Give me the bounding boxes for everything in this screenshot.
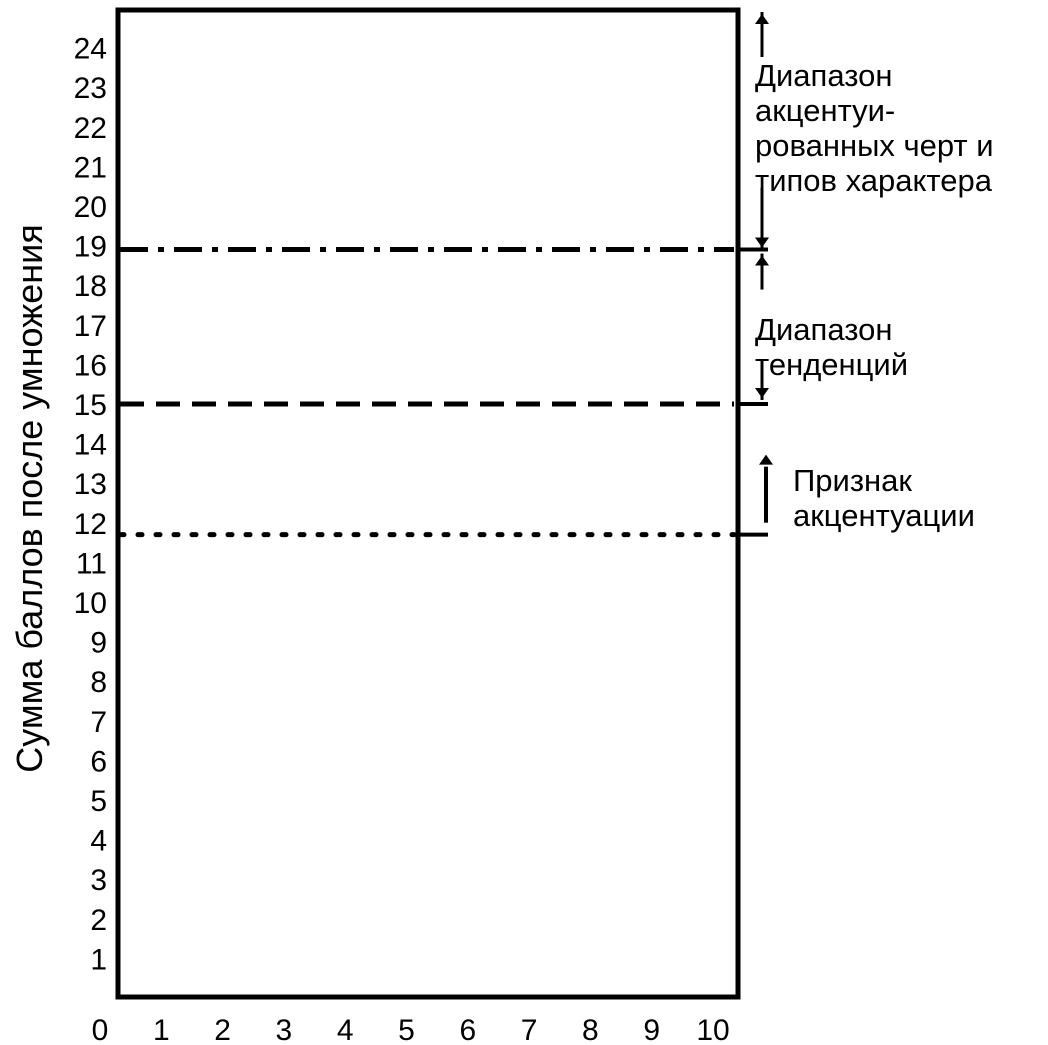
y-tick-label: 1 <box>90 943 107 976</box>
x-tick-label: 9 <box>643 1014 660 1045</box>
accent-range-label-line: акцентуи- <box>755 93 895 128</box>
x-tick-label: 1 <box>153 1014 170 1045</box>
x-tick-label: 0 <box>92 1014 109 1045</box>
y-tick-label: 23 <box>74 72 107 105</box>
range-annotations: Диапазон акцентуи-рованных черт и типов ха… <box>755 58 994 533</box>
x-tick-label: 10 <box>696 1014 729 1045</box>
accent-sign-label-line: акцентуации <box>793 498 975 533</box>
y-tick-label: 20 <box>74 191 107 224</box>
range-brackets <box>755 12 773 523</box>
y-axis-label-group: Сумма баллов после умножения <box>9 224 50 772</box>
y-tick-label: 11 <box>76 547 107 580</box>
accent-range-label-line: рованных черт и <box>755 128 994 163</box>
plot-frame <box>115 7 741 1000</box>
y-tick-label: 15 <box>74 389 107 422</box>
y-tick-label: 21 <box>74 151 107 184</box>
y-tick-label: 2 <box>90 904 107 937</box>
x-tick-label: 3 <box>276 1014 293 1045</box>
y-tick-label: 8 <box>90 666 107 699</box>
y-tick-label: 22 <box>74 112 107 145</box>
y-tick-label: 12 <box>74 508 107 541</box>
y-tick-label: 18 <box>74 270 107 303</box>
arrow-up-icon <box>755 255 769 266</box>
arrow-up-icon <box>759 454 773 465</box>
y-tick-label: 16 <box>74 349 107 382</box>
y-tick-label: 4 <box>90 825 107 858</box>
tendency-range-label-line: Диапазон <box>755 312 892 347</box>
arrow-up-icon <box>755 14 769 24</box>
accent-range-label-line: Диапазон <box>755 58 892 93</box>
y-tick-label: 5 <box>90 785 107 818</box>
y-tick-label: 14 <box>74 429 107 462</box>
x-tick-label: 2 <box>214 1014 231 1045</box>
arrow-down-icon <box>755 237 769 248</box>
accent-range-label: Диапазон акцентуи-рованных черт и типов ха… <box>755 58 994 198</box>
y-tick-label: 7 <box>90 706 107 739</box>
accent-sign-label-line: Признак <box>793 463 912 498</box>
y-tick-label: 10 <box>74 587 107 620</box>
reference-lines <box>117 247 768 538</box>
x-tick-label: 4 <box>337 1014 354 1045</box>
y-tick-label: 3 <box>90 864 107 897</box>
y-tick-label: 9 <box>90 627 107 660</box>
y-tick-label: 24 <box>74 33 107 66</box>
accent-sign-label: Признак акцентуации <box>793 463 975 533</box>
y-tick-label: 17 <box>74 310 107 343</box>
tendency-range-label: Диапазон тенденций <box>755 312 908 382</box>
x-tick-labels: 0 1 2 3 4 5 6 7 8 9 10 <box>92 1014 730 1045</box>
y-tick-label: 6 <box>90 745 107 778</box>
y-tick-label: 19 <box>74 231 107 264</box>
x-tick-label: 8 <box>582 1014 599 1045</box>
arrow-down-icon <box>755 388 769 398</box>
accent-range-label-line: типов характера <box>755 163 993 198</box>
y-tick-label: 13 <box>74 468 107 501</box>
y-axis-label: Сумма баллов после умножения <box>9 224 50 772</box>
tendency-range-label-line: тенденций <box>755 347 908 382</box>
x-tick-label: 5 <box>398 1014 415 1045</box>
x-tick-label: 7 <box>521 1014 538 1045</box>
x-tick-label: 6 <box>459 1014 476 1045</box>
